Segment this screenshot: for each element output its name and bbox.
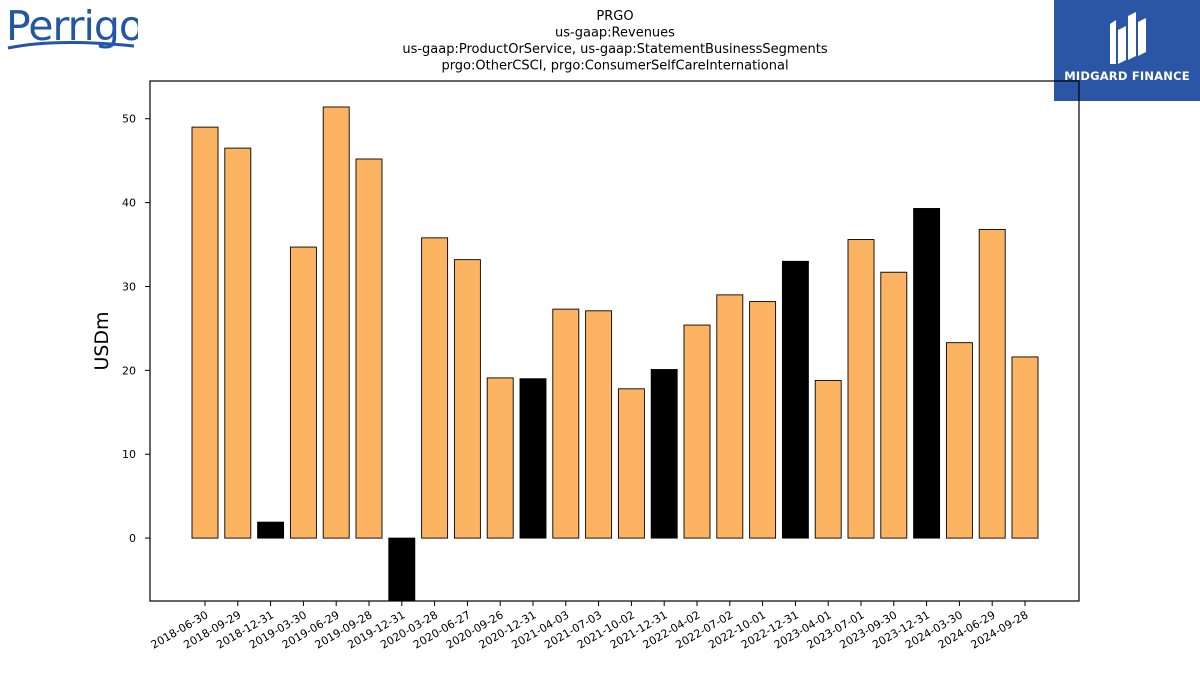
y-tick-label: 30	[122, 280, 136, 293]
bar	[913, 208, 941, 539]
perrigo-logo-swoosh	[7, 40, 135, 50]
bar	[683, 324, 711, 539]
y-tick-label: 50	[122, 113, 136, 126]
bar	[749, 301, 777, 539]
plot-frame	[149, 80, 1080, 602]
midgard-logo-mark-icon	[1110, 12, 1146, 64]
bar	[224, 147, 252, 539]
bar	[585, 310, 613, 539]
y-tick-label: 20	[122, 364, 136, 377]
chart-title-line: us-gaap:ProductOrService, us-gaap:Statem…	[402, 42, 828, 57]
chart-title: PRGO us-gaap:Revenuesus-gaap:ProductOrSer…	[402, 9, 828, 74]
y-tick-label: 0	[129, 532, 136, 545]
chart-title-line: us-gaap:Revenues	[555, 26, 675, 41]
midgard-finance-logo: MIDGARD FINANCE	[1054, 0, 1200, 101]
bar	[257, 521, 285, 539]
bar	[847, 239, 875, 539]
bar	[322, 106, 350, 539]
midgard-logo-text: MIDGARD FINANCE	[1064, 69, 1190, 83]
bar	[388, 537, 416, 602]
bar	[486, 377, 514, 539]
perrigo-logo: Perrigo	[6, 2, 144, 56]
y-axis-label: USDm	[91, 311, 113, 370]
bar	[880, 271, 908, 539]
x-axis: 2018-06-302018-09-292018-12-312019-03-30…	[149, 601, 1031, 652]
y-axis: 0 10 20 30 40 50	[122, 113, 150, 545]
bar	[781, 260, 809, 539]
y-tick-label: 40	[122, 197, 136, 210]
bar	[617, 388, 645, 539]
bar	[453, 259, 481, 539]
chart-title-line: PRGO	[596, 9, 633, 24]
bar-series	[191, 106, 1039, 602]
bar	[814, 379, 842, 539]
bar	[289, 246, 317, 539]
y-tick-label: 10	[122, 448, 136, 461]
bar	[552, 308, 580, 539]
bar	[978, 228, 1006, 539]
bar	[945, 342, 973, 539]
bar	[421, 237, 449, 539]
chart-title-line: prgo:OtherCSCI, prgo:ConsumerSelfCareInt…	[441, 59, 788, 74]
bar	[519, 378, 547, 539]
bar	[716, 294, 744, 539]
bar	[1011, 356, 1039, 539]
bar	[650, 369, 678, 539]
bar	[191, 126, 219, 539]
bar	[355, 158, 383, 539]
